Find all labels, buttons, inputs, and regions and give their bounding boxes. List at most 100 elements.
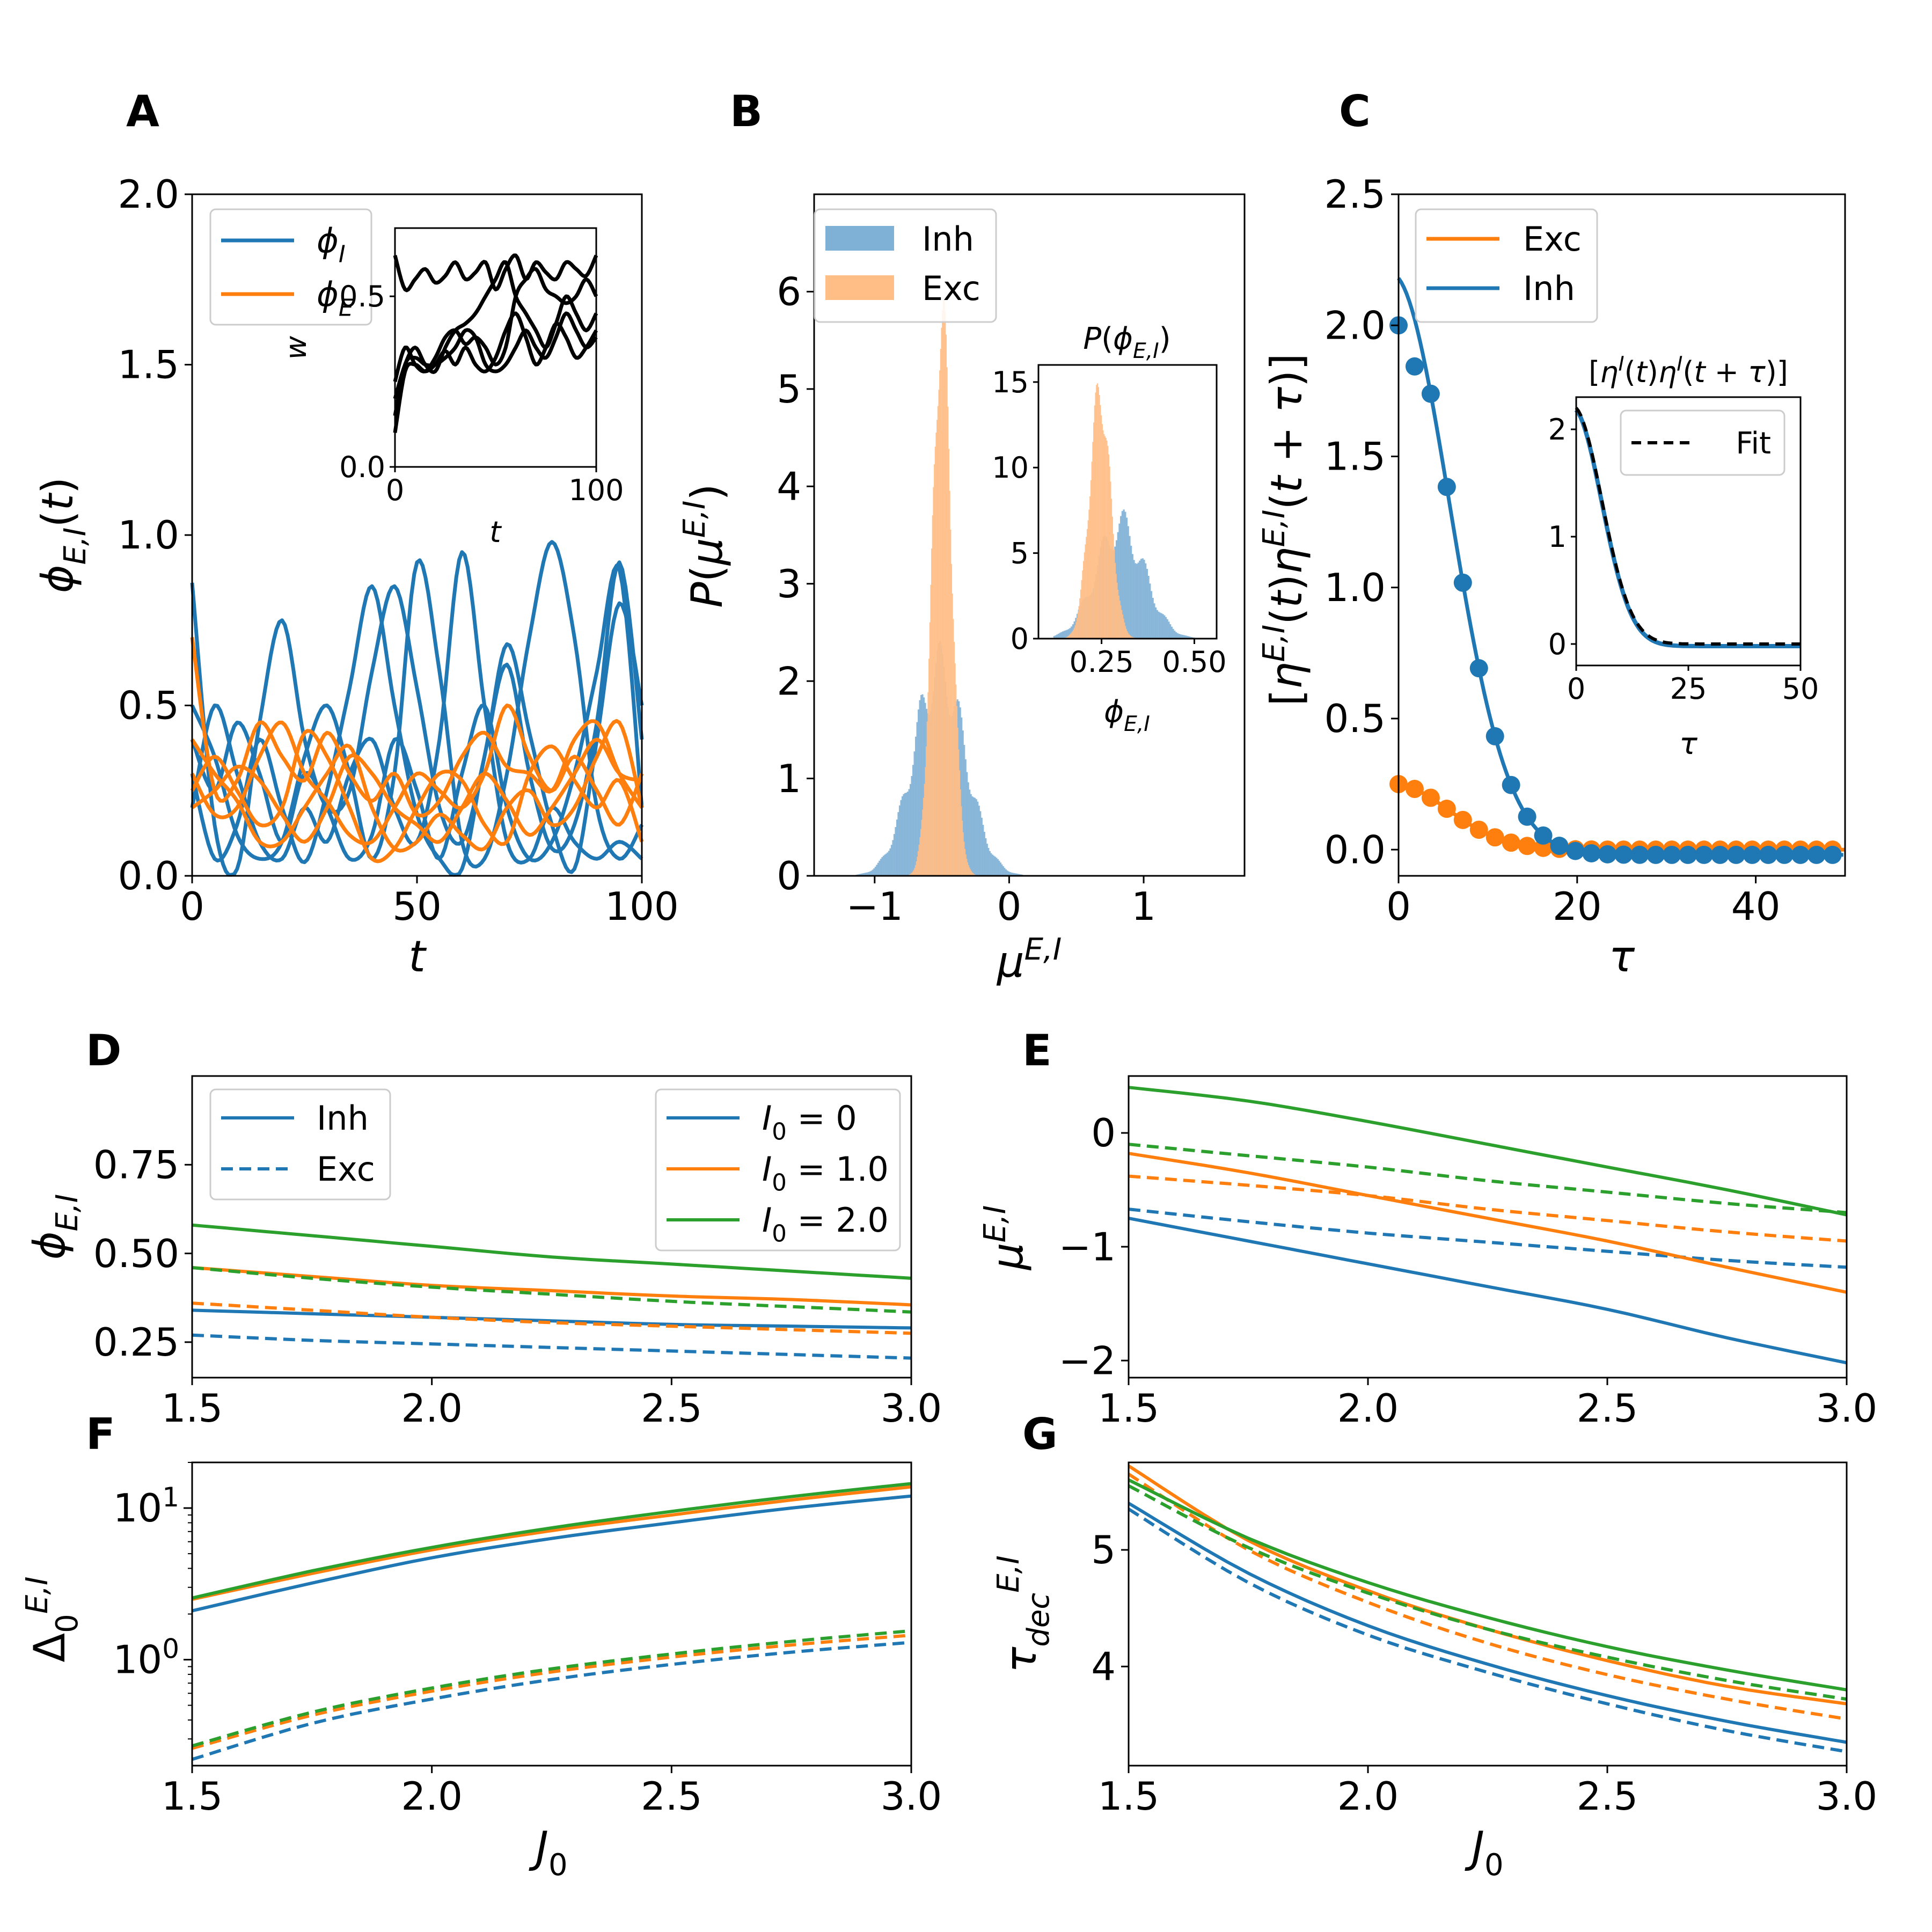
hist-bar-Inh <box>909 784 912 876</box>
series-orange-dashed <box>192 1301 912 1335</box>
legend-label: ϕE <box>317 275 354 322</box>
x-tick-label: 1.5 <box>1098 1774 1160 1819</box>
x-tick-label: 100 <box>568 473 624 507</box>
inset-y-label: w <box>279 335 313 360</box>
hist-bar-Exc <box>914 868 916 876</box>
series-orange-dashed <box>192 1634 912 1750</box>
hist-bar-Exc <box>1100 405 1101 639</box>
y-tick-label: 1 <box>777 756 801 801</box>
hist-bar-Exc <box>1081 580 1082 639</box>
hist-bar-Inh <box>1189 636 1192 639</box>
hist-bar-Exc <box>1085 544 1086 639</box>
series-blue-solid <box>1128 1502 1847 1744</box>
hist-bar-Exc <box>1114 562 1116 639</box>
hist-bar-Inh <box>986 844 988 876</box>
hist-bar-Exc <box>1091 462 1093 639</box>
hist-bar-Exc <box>1077 612 1079 639</box>
x-tick-label: 0 <box>1386 884 1411 929</box>
hist-bar-Exc <box>969 869 971 876</box>
legend-swatch <box>825 275 894 300</box>
hist-bar-Inh <box>916 722 918 876</box>
axes-frame <box>394 227 597 468</box>
legend-frame <box>1620 409 1785 476</box>
hist-bar-Inh <box>979 811 982 876</box>
x-tick-label: 50 <box>392 884 442 929</box>
y-tick-label: 1 <box>1548 520 1567 554</box>
hist-bar-Inh <box>880 859 882 876</box>
x-tick-label: 2.0 <box>1337 1386 1399 1431</box>
y-tick-label: 0 <box>1011 622 1029 656</box>
series-blue-solid <box>1128 1217 1847 1365</box>
hist-bar-Exc <box>1096 383 1099 639</box>
hist-bar-Inh <box>993 855 995 876</box>
hist-bar-Inh <box>966 772 968 876</box>
x-tick-label: 100 <box>605 884 678 929</box>
hist-bar-Exc <box>1083 561 1085 639</box>
hist-bar-Exc <box>1128 633 1129 639</box>
x-tick-label: 2.5 <box>641 1386 702 1431</box>
hist-bar-Inh <box>978 806 980 876</box>
hist-bar-Inh <box>1163 615 1166 639</box>
hist-bar-Exc <box>1126 631 1128 639</box>
x-tick-label: 0.50 <box>1162 645 1226 679</box>
hist-bar-Inh <box>987 848 990 876</box>
hist-bar-Exc <box>1121 610 1123 639</box>
x-tick-label: 2.0 <box>401 1774 463 1819</box>
hist-bar-Inh <box>888 851 890 876</box>
inset-title: [ηI(t)ηI(t + τ)] <box>1589 352 1788 389</box>
hist-bar-Inh <box>858 874 860 876</box>
panel-label-e: E <box>1022 1026 1052 1075</box>
hist-bar-Inh <box>991 854 993 876</box>
hist-bar-Exc <box>1119 601 1121 639</box>
y-tick-label: 0.5 <box>339 280 385 313</box>
panel-a: 0 50 100 0.0 0.5 1.0 1.5 2.0 t ϕE,I(t) ϕI ϕE 0 100 0.0… <box>33 172 679 982</box>
hist-bar-Inh <box>1152 597 1154 639</box>
hist-bar-Inh <box>1162 614 1164 639</box>
hist-bar-Exc <box>931 548 933 876</box>
panel-f: 1.5 2.0 2.5 3.0 100 101 J0 Δ0E,I <box>20 1461 942 1883</box>
series-green-solid <box>1128 1086 1847 1217</box>
y-axis-label: ϕE,I(t) <box>33 477 93 593</box>
y-axis-label: Δ0E,I <box>20 1576 85 1662</box>
hist-bar-Exc <box>1070 633 1072 639</box>
y-tick-label: 2 <box>777 658 801 704</box>
hist-bar-Exc <box>1068 635 1070 639</box>
y-tick-label: 2.0 <box>1324 303 1386 348</box>
y-tick-label: 0 <box>1091 1110 1116 1155</box>
hist-bar-Inh <box>890 845 892 876</box>
hist-bar-Exc <box>1107 445 1109 639</box>
axes-frame <box>813 193 1246 877</box>
series-green-dashed <box>1128 1484 1847 1701</box>
hist-bar-Inh <box>876 865 878 876</box>
hist-bar-Exc <box>942 300 945 876</box>
hist-bar-Inh <box>912 765 914 876</box>
trace-ϕ_E <box>191 737 642 844</box>
x-tick-label: 2.5 <box>1577 1386 1638 1431</box>
x-tick-label: 0.25 <box>1069 645 1133 679</box>
x-tick-label: 0 <box>997 884 1022 929</box>
hist-bar-Exc <box>929 622 931 876</box>
hist-bar-Exc <box>1088 509 1090 639</box>
legend-label: I0 = 0 <box>762 1099 857 1146</box>
y-tick-label: 6 <box>777 269 801 314</box>
hist-bar-Exc <box>963 841 965 876</box>
hist-bar-Exc <box>972 873 974 876</box>
x-tick-label: 3.0 <box>881 1386 942 1431</box>
hist-bar-Inh <box>1062 631 1064 639</box>
series-blue-dashed <box>192 1641 912 1761</box>
x-tick-label: 1.5 <box>162 1774 223 1819</box>
hist-bar-Inh <box>998 860 1000 876</box>
hist-bar-Inh <box>920 695 923 876</box>
x-tick-label: 1.5 <box>1098 1386 1160 1431</box>
inset-x-label: ϕE,I <box>1104 694 1150 736</box>
legend-label: Fit <box>1736 426 1771 461</box>
y-tick-label: 0 <box>777 853 801 898</box>
hist-bar-Inh <box>994 857 996 876</box>
hist-bar-Inh <box>1184 635 1186 639</box>
hist-bar-Exc <box>1105 437 1107 639</box>
hist-bar-Inh <box>970 794 972 876</box>
hist-bar-Exc <box>1076 618 1078 639</box>
hist-bar-Exc <box>1120 605 1122 639</box>
hist-bar-Inh <box>919 700 921 876</box>
